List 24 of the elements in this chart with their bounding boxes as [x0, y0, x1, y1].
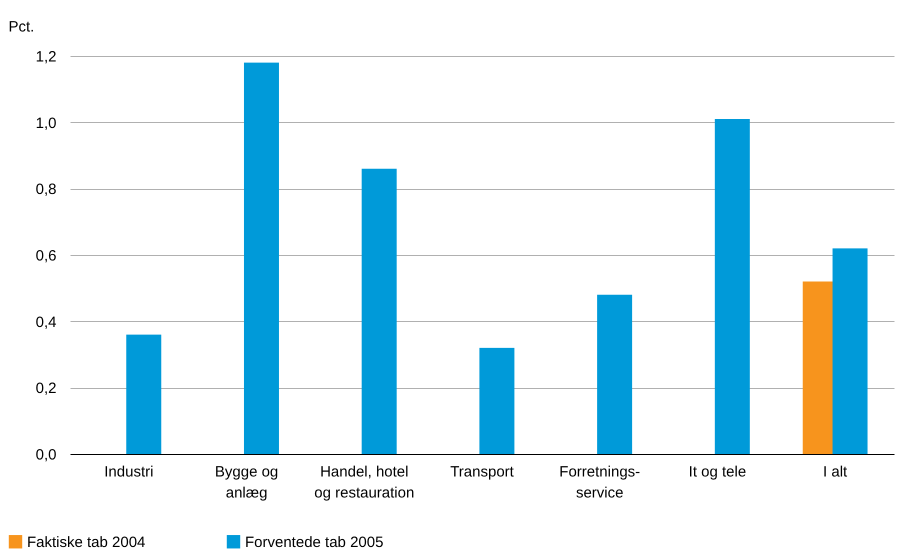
bar	[714, 119, 750, 454]
y-tick-label: 0,2	[36, 380, 56, 398]
x-tick-label: Transport	[450, 464, 515, 480]
x-tick-label: Forretnings- service	[559, 464, 640, 502]
y-tick-label: 0,0	[36, 446, 56, 464]
legend-label: Forventede tab 2005	[245, 534, 384, 551]
bar	[479, 348, 514, 454]
legend-label: Faktiske tab 2004	[27, 534, 146, 551]
bar	[832, 248, 868, 454]
bar	[244, 62, 279, 454]
x-tick-label: It og tele	[688, 464, 746, 480]
y-tick-label: 1,0	[36, 114, 56, 132]
y-tick-label: 0,6	[36, 248, 56, 264]
x-tick-label: I alt	[823, 464, 848, 480]
y-tick-label: 0,8	[36, 181, 56, 198]
bar	[126, 334, 162, 454]
x-tick-label: Handel, hotel og restauration	[314, 464, 414, 502]
y-tick-label: 0,4	[36, 314, 56, 331]
bar	[362, 168, 397, 454]
y-axis-title: Pct.	[8, 18, 34, 36]
y-tick-label: 1,2	[36, 48, 56, 66]
x-tick-label: Bygge og anlæg	[214, 464, 278, 502]
bar	[597, 294, 632, 454]
x-tick-label: Industri	[104, 464, 154, 480]
